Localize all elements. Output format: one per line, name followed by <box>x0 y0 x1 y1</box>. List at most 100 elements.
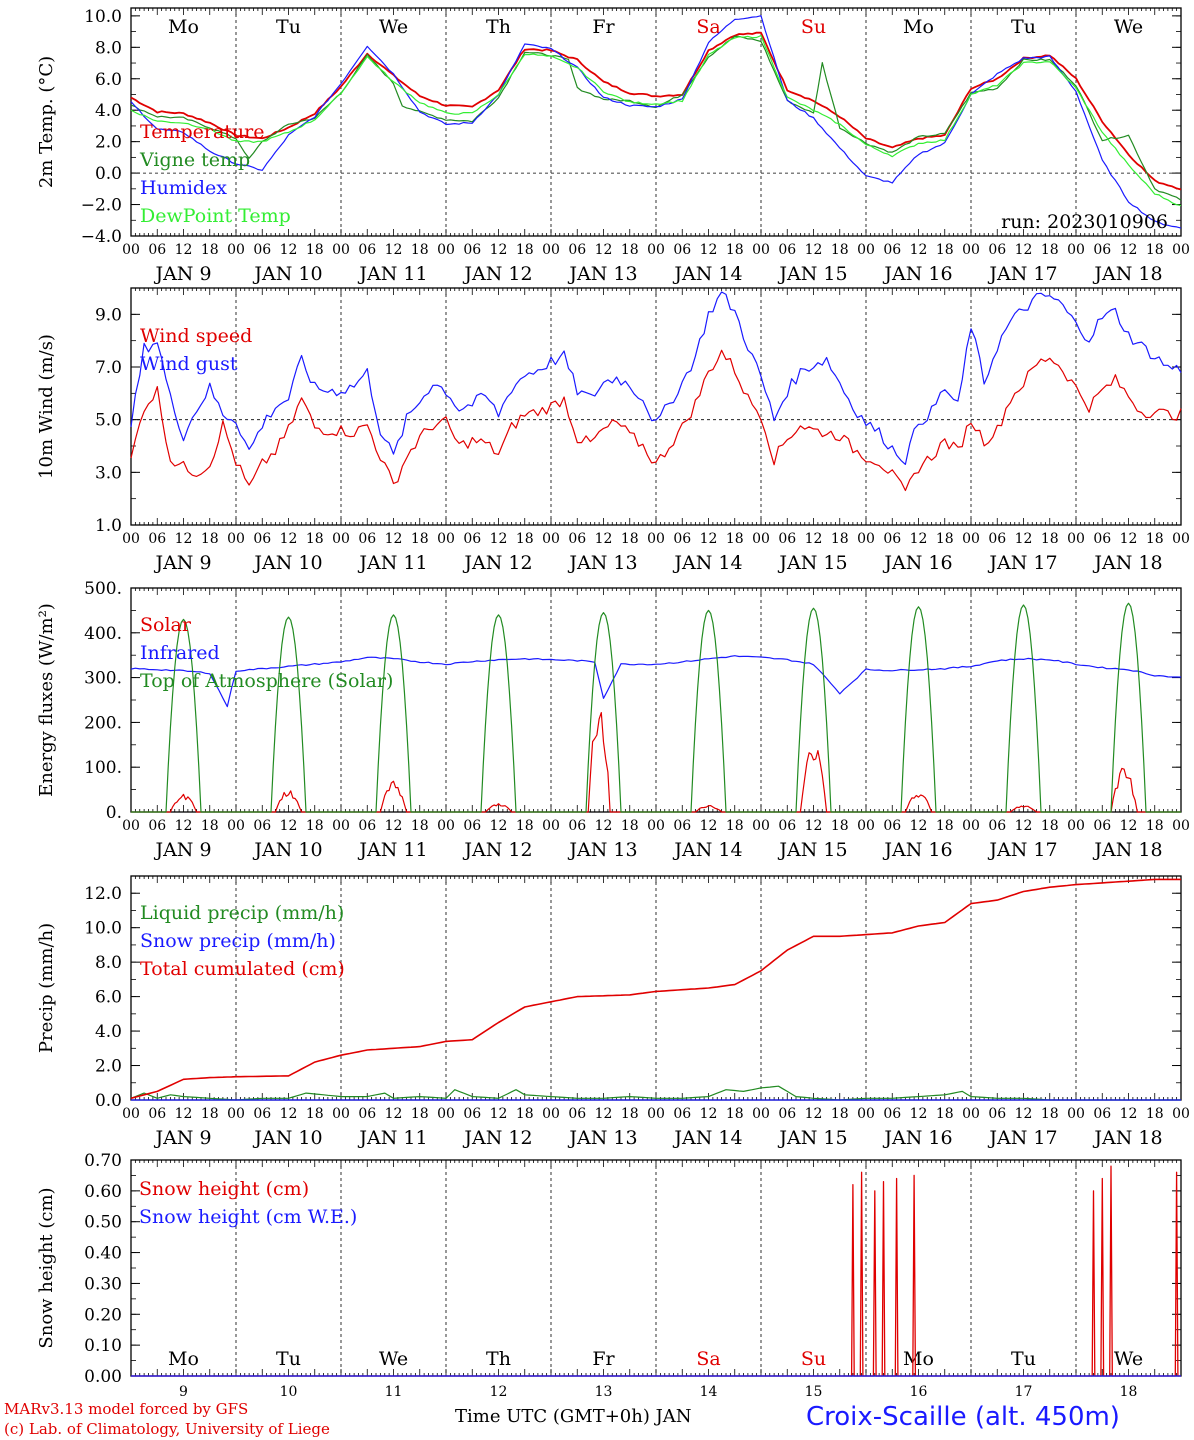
legend-entry: Snow height (cm) <box>139 1178 309 1200</box>
hour-tick-label: 18 <box>306 1106 324 1122</box>
date-label: JAN 12 <box>462 552 532 574</box>
hour-tick-label: 00 <box>962 818 980 834</box>
series-line-infrared <box>130 655 1182 708</box>
day-number-label: 14 <box>700 1384 718 1400</box>
day-number-label: 9 <box>179 1384 188 1400</box>
date-label: JAN 13 <box>567 263 637 285</box>
y-tick-label: 0. <box>106 803 122 823</box>
date-label: JAN 17 <box>987 839 1057 861</box>
hour-tick-label: 06 <box>988 1106 1006 1122</box>
hour-tick-label: 06 <box>358 1106 376 1122</box>
hour-tick-label: 06 <box>358 242 376 258</box>
legend-entry: DewPoint Temp <box>140 205 291 227</box>
hour-tick-label: 06 <box>883 1106 901 1122</box>
day-label: Mo <box>903 16 934 38</box>
hour-tick-label: 12 <box>595 818 613 834</box>
hour-tick-label: 18 <box>1146 531 1164 547</box>
date-label: JAN 13 <box>567 839 637 861</box>
hour-tick-label: 00 <box>647 531 665 547</box>
hour-tick-label: 18 <box>831 242 849 258</box>
station-title: Croix-Scaille (alt. 450m) <box>806 1402 1120 1432</box>
x-axis-title: Time UTC (GMT+0h) JAN <box>455 1406 692 1427</box>
series-line-dewpoint-temp <box>130 34 1182 207</box>
hour-tick-label: 18 <box>306 818 324 834</box>
date-label: JAN 16 <box>882 552 952 574</box>
date-label: JAN 17 <box>987 1127 1057 1149</box>
hour-tick-label: 00 <box>437 242 455 258</box>
hour-tick-label: 12 <box>700 531 718 547</box>
date-label: JAN 10 <box>252 839 322 861</box>
y-axis-title: 2m Temp. (°C) <box>36 56 57 188</box>
hour-tick-label: 06 <box>1093 531 1111 547</box>
day-number-label: 16 <box>910 1384 928 1400</box>
date-label: JAN 10 <box>252 1127 322 1149</box>
hour-tick-label: 18 <box>621 1106 639 1122</box>
hour-tick-label: 12 <box>175 1106 193 1122</box>
hour-tick-label: 12 <box>280 242 298 258</box>
hour-tick-label: 18 <box>936 1106 954 1122</box>
date-label: JAN 13 <box>567 1127 637 1149</box>
series-line-liquid-precip-mm-h- <box>130 1085 1181 1101</box>
hour-tick-label: 06 <box>463 818 481 834</box>
hour-tick-label: 18 <box>516 1106 534 1122</box>
series-line-humidex <box>130 15 1182 229</box>
legend-entry: Vigne temp <box>139 149 250 171</box>
hour-tick-label: 00 <box>332 818 350 834</box>
hour-tick-label: 00 <box>1172 1106 1190 1122</box>
hour-tick-label: 12 <box>280 818 298 834</box>
y-tick-label: 300. <box>84 669 122 689</box>
date-label: JAN 12 <box>462 263 532 285</box>
legend-entry: Liquid precip (mm/h) <box>140 902 344 924</box>
hour-tick-label: 12 <box>1015 818 1033 834</box>
y-tick-label: 0.00 <box>84 1367 122 1387</box>
day-label: Mo <box>903 1348 934 1370</box>
hour-tick-label: 06 <box>148 531 166 547</box>
hour-tick-label: 06 <box>988 242 1006 258</box>
hour-tick-label: 12 <box>385 1106 403 1122</box>
day-label: We <box>1114 16 1143 38</box>
hour-tick-label: 18 <box>621 242 639 258</box>
hour-tick-label: 06 <box>568 1106 586 1122</box>
hour-tick-label: 06 <box>778 242 796 258</box>
hour-tick-label: 06 <box>673 1106 691 1122</box>
hour-tick-label: 18 <box>411 1106 429 1122</box>
hour-tick-label: 18 <box>936 531 954 547</box>
date-label: JAN 11 <box>357 552 427 574</box>
day-label: Mo <box>168 1348 199 1370</box>
date-label: JAN 18 <box>1092 839 1162 861</box>
hour-tick-label: 06 <box>988 818 1006 834</box>
hour-tick-label: 00 <box>122 818 140 834</box>
y-tick-label: 8.0 <box>95 38 122 58</box>
date-label: JAN 14 <box>672 839 742 861</box>
hour-tick-label: 00 <box>122 1106 140 1122</box>
y-tick-label: 8.0 <box>95 953 122 973</box>
day-number-label: 12 <box>490 1384 508 1400</box>
hour-tick-label: 06 <box>1093 818 1111 834</box>
hour-tick-label: 00 <box>122 531 140 547</box>
hour-tick-label: 00 <box>437 531 455 547</box>
day-label: Mo <box>168 16 199 38</box>
hour-tick-label: 06 <box>883 531 901 547</box>
hour-tick-label: 12 <box>175 818 193 834</box>
hour-tick-label: 00 <box>332 242 350 258</box>
date-label: JAN 18 <box>1092 1127 1162 1149</box>
y-tick-label: 3.0 <box>95 463 122 483</box>
y-tick-label: 2.0 <box>95 1057 122 1077</box>
hour-tick-label: 06 <box>883 818 901 834</box>
y-tick-label: 0.30 <box>84 1274 122 1294</box>
legend-entry: Humidex <box>140 177 227 199</box>
hour-tick-label: 12 <box>385 242 403 258</box>
legend-entry: Solar <box>140 614 192 636</box>
hour-tick-label: 12 <box>1120 531 1138 547</box>
hour-tick-label: 00 <box>1172 531 1190 547</box>
date-label: JAN 9 <box>153 263 211 285</box>
day-number-label: 13 <box>595 1384 613 1400</box>
legend-entry: Infrared <box>140 642 220 664</box>
hour-tick-label: 12 <box>1120 1106 1138 1122</box>
date-label: JAN 16 <box>882 839 952 861</box>
hour-tick-label: 06 <box>148 1106 166 1122</box>
y-tick-label: 1.0 <box>95 516 122 536</box>
hour-tick-label: 18 <box>831 531 849 547</box>
y-tick-label: 0.0 <box>95 164 122 184</box>
